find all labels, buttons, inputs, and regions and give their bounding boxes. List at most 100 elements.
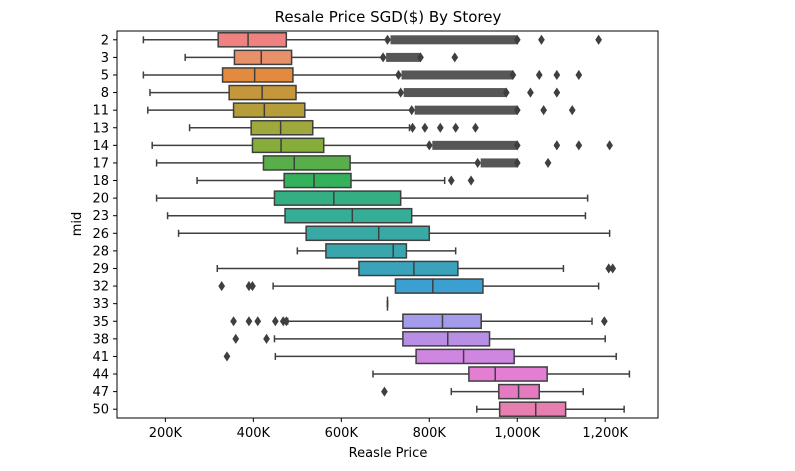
outlier-11-2	[540, 105, 548, 116]
plot-area: 2358111314171820232628293233353841444750…	[92, 30, 659, 441]
outlier-cluster-5	[401, 70, 513, 80]
box-41	[415, 348, 515, 365]
outlier-18-0	[447, 175, 455, 186]
outlier-8-2	[527, 87, 534, 98]
box-20	[273, 190, 402, 206]
outlier-3-2	[451, 52, 459, 63]
outlier-14-3	[575, 140, 583, 151]
outlier-35-3	[271, 316, 279, 327]
outlier-8-3	[553, 87, 561, 98]
box-5	[221, 67, 294, 83]
y-tick-label-11: 11	[92, 104, 109, 119]
x-tick-label-4: 1,000K	[494, 426, 540, 441]
outlier-11-3	[568, 105, 576, 116]
outlier-13-3	[452, 122, 460, 133]
y-tick-label-8: 8	[101, 86, 109, 101]
outlier-18-1	[467, 175, 475, 186]
y-tick-label-28: 28	[92, 244, 109, 259]
plot-frame	[116, 30, 659, 419]
y-tick-label-35: 35	[92, 315, 109, 330]
outlier-35-2	[254, 316, 262, 327]
box-26	[305, 225, 431, 242]
outlier-5-0	[395, 69, 402, 81]
y-tick-label-5: 5	[101, 68, 109, 83]
outlier-14-2	[553, 140, 561, 151]
x-axis-label: Reasle Price	[349, 446, 428, 461]
outlier-29-1	[609, 263, 617, 274]
outlier-17-0	[474, 157, 482, 168]
y-tick-label-3: 3	[101, 51, 109, 66]
y-tick-label-41: 41	[92, 350, 109, 365]
outlier-13-0	[409, 122, 416, 133]
box-28	[325, 243, 408, 259]
box-23	[284, 207, 413, 224]
outlier-cluster-2	[390, 35, 518, 45]
box-3	[233, 49, 293, 66]
x-tick-label-3: 800K	[413, 426, 447, 441]
y-tick-label-44: 44	[92, 368, 109, 383]
outlier-14-4	[606, 140, 613, 151]
box-14	[251, 137, 325, 154]
y-tick-label-38: 38	[92, 332, 109, 347]
box-2	[217, 32, 288, 48]
outlier-cluster-8	[403, 88, 507, 98]
outlier-cluster-11	[414, 105, 518, 115]
outlier-2-0	[384, 34, 391, 45]
outlier-5-4	[575, 69, 583, 81]
outlier-32-2	[249, 281, 256, 292]
box-29	[358, 260, 459, 277]
y-tick-label-32: 32	[92, 280, 109, 295]
box-50	[498, 401, 567, 417]
outlier-13-1	[421, 122, 429, 133]
outlier-35-1	[245, 316, 253, 327]
y-tick-label-13: 13	[92, 121, 109, 136]
y-tick-label-26: 26	[92, 227, 109, 242]
box-32	[394, 278, 484, 294]
y-tick-label-18: 18	[92, 174, 109, 189]
outlier-13-4	[472, 122, 479, 133]
outlier-38-1	[263, 333, 270, 344]
outlier-3-0	[379, 52, 387, 63]
outlier-41-0	[223, 351, 231, 362]
box-38	[402, 331, 491, 347]
y-tick-label-29: 29	[92, 262, 109, 277]
outlier-cluster-3	[386, 52, 421, 62]
y-axis-label: mid	[70, 212, 85, 237]
box-44	[468, 366, 548, 382]
outlier-cluster-17	[480, 158, 518, 168]
outlier-14-0	[425, 140, 433, 151]
x-tick-label-5: 1,200K	[582, 426, 628, 441]
outlier-35-5	[282, 316, 290, 327]
y-tick-label-14: 14	[92, 139, 109, 154]
outlier-5-3	[553, 69, 561, 81]
box-11	[232, 102, 306, 118]
outlier-13-2	[436, 122, 444, 133]
box-17	[262, 155, 351, 171]
x-tick-label-2: 600K	[325, 426, 359, 441]
outlier-5-2	[535, 69, 543, 81]
outlier-8-0	[397, 87, 405, 98]
x-tick-label-0: 200K	[149, 426, 183, 441]
y-tick-label-47: 47	[92, 385, 109, 400]
y-tick-label-20: 20	[92, 192, 109, 207]
outlier-2-3	[595, 34, 602, 45]
y-tick-label-50: 50	[92, 403, 109, 418]
outlier-38-0	[232, 333, 240, 344]
outlier-35-6	[600, 316, 608, 327]
x-tick-label-1: 400K	[237, 426, 271, 441]
chart-title: Resale Price SGD($) By Storey	[275, 8, 502, 26]
y-tick-label-33: 33	[92, 297, 109, 312]
box-13	[250, 119, 314, 136]
outlier-11-0	[408, 105, 416, 116]
outlier-cluster-14	[432, 140, 518, 150]
y-tick-label-17: 17	[92, 156, 109, 171]
outlier-32-0	[218, 281, 226, 292]
outlier-47-0	[381, 386, 388, 397]
y-tick-label-23: 23	[92, 209, 109, 224]
outlier-17-2	[544, 157, 552, 168]
outlier-35-0	[230, 316, 237, 327]
outlier-2-2	[538, 34, 545, 45]
y-tick-label-2: 2	[101, 33, 109, 48]
